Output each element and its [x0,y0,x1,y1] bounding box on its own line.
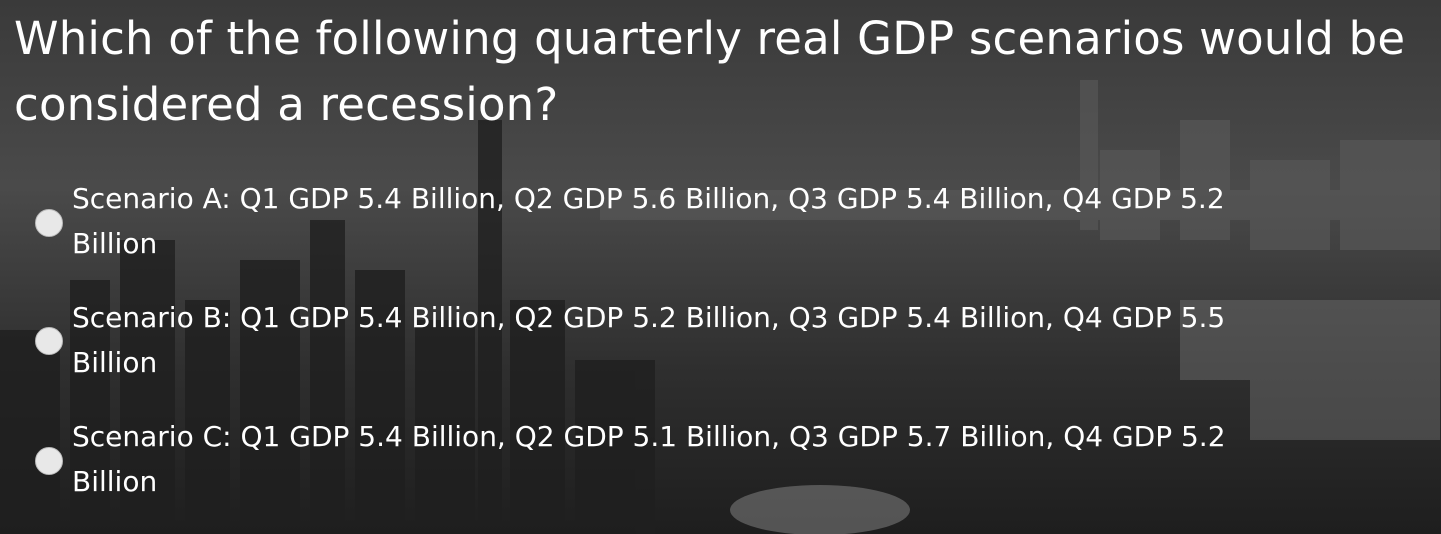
option-label[interactable]: Scenario C: Q1 GDP 5.4 Billion, Q2 GDP 5… [72,420,1226,498]
option-label[interactable]: Scenario A: Q1 GDP 5.4 Billion, Q2 GDP 5… [72,182,1225,260]
option-label[interactable]: Scenario B: Q1 GDP 5.4 Billion, Q2 GDP 5… [72,301,1226,379]
radio-button[interactable] [35,209,63,237]
radio-button[interactable] [35,327,63,355]
radio-button[interactable] [35,447,63,475]
question-text: Which of the following quarterly real GD… [14,12,1406,131]
